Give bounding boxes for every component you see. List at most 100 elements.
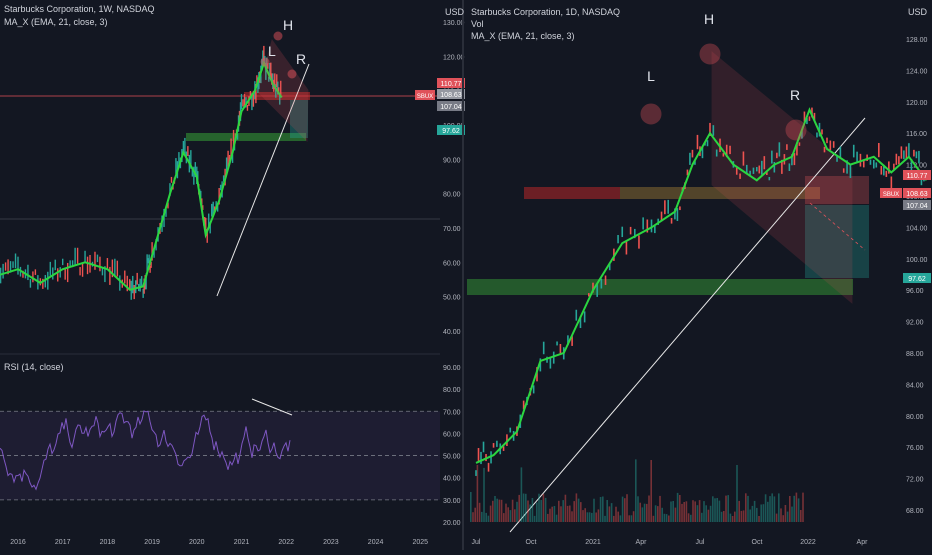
- volume-bar: [764, 494, 767, 522]
- volume-bar: [516, 501, 518, 522]
- right-y-tick-label: 96.00: [906, 288, 924, 295]
- volume-bar: [591, 512, 593, 522]
- volume-bar: [531, 498, 534, 522]
- volume-bar: [749, 509, 751, 522]
- volume-bar: [729, 513, 732, 522]
- volume-bar: [571, 511, 573, 522]
- volume-bar: [564, 494, 567, 522]
- volume-bar: [503, 513, 505, 522]
- volume-label: Vol: [471, 19, 484, 29]
- left-price-badge: [437, 89, 465, 99]
- volume-bar: [668, 515, 670, 522]
- volume-bar: [637, 496, 639, 522]
- volume-bar: [753, 500, 756, 522]
- left-x-tick-label: 2017: [55, 539, 71, 546]
- volume-bar: [795, 492, 798, 522]
- right-x-tick-label: 2022: [800, 539, 816, 546]
- volume-bar: [577, 498, 580, 522]
- volume-bar: [775, 513, 778, 522]
- volume-bar: [511, 499, 514, 522]
- volume-bar: [558, 500, 560, 522]
- volume-bar: [478, 502, 481, 522]
- volume-bar: [522, 493, 525, 522]
- volume-bar: [758, 516, 760, 522]
- left-resistance-zone: [244, 92, 310, 100]
- volume-bar: [496, 498, 498, 522]
- volume-bar: [650, 460, 652, 522]
- right-y-tick-label: 84.00: [906, 382, 924, 389]
- left-x-tick-label: 2020: [189, 539, 205, 546]
- left-x-tick-label: 2016: [10, 539, 26, 546]
- right-stop-zone: [805, 176, 869, 204]
- volume-bar: [514, 509, 516, 522]
- volume-bar: [648, 495, 650, 522]
- right-pattern-marker: [785, 119, 807, 141]
- volume-bar: [690, 514, 692, 522]
- left-price-badge-value: 97.62: [442, 128, 460, 135]
- left-price-badge-value: 110.77: [441, 81, 462, 88]
- left-y-tick-label: 130.00: [443, 20, 465, 27]
- volume-bar: [542, 494, 545, 522]
- right-price-badge: [903, 273, 931, 283]
- volume-bar: [575, 493, 578, 522]
- volume-bar: [665, 514, 668, 522]
- left-price-badge: [437, 101, 465, 111]
- volume-bar: [769, 496, 771, 522]
- right-x-tick-label: Oct: [526, 539, 537, 546]
- volume-bar: [714, 498, 716, 522]
- volume-bar: [485, 512, 487, 522]
- volume-bar: [654, 505, 657, 522]
- volume-bar: [476, 464, 479, 522]
- volume-bar: [670, 501, 672, 522]
- left-indicator-label: MA_X (EMA, 21, close, 3): [4, 17, 108, 27]
- right-support-zone: [467, 279, 853, 295]
- volume-bar: [797, 498, 800, 522]
- volume-bar: [489, 505, 492, 522]
- volume-bar: [778, 493, 780, 522]
- volume-bar: [635, 459, 637, 522]
- left-x-tick-label: 2022: [278, 539, 294, 546]
- volume-bar: [652, 515, 655, 522]
- left-price-badge-value: 108.63: [440, 92, 462, 99]
- volume-bar: [608, 506, 611, 522]
- volume-bar: [720, 511, 723, 522]
- right-y-tick-label: 120.00: [906, 100, 928, 107]
- volume-bar: [621, 496, 624, 522]
- volume-bar: [527, 500, 529, 522]
- volume-bar: [580, 502, 582, 522]
- right-label-r: R: [790, 87, 800, 103]
- volume-bar: [617, 511, 619, 522]
- right-y-tick-label: 104.00: [906, 225, 928, 232]
- volume-bar: [723, 511, 725, 522]
- right-resistance-zone: [524, 187, 820, 199]
- left-price-badge: [437, 125, 465, 135]
- left-target-zone: [290, 100, 308, 138]
- left-y-tick-label: 120.00: [443, 54, 465, 61]
- volume-bar: [681, 503, 683, 522]
- volume-bar: [624, 498, 626, 522]
- volume-bar: [562, 500, 564, 522]
- volume-bar: [632, 511, 635, 522]
- volume-bar: [692, 500, 694, 522]
- volume-bar: [520, 467, 523, 522]
- volume-bar: [767, 501, 769, 522]
- left-ticker-badge-text: SBUX: [417, 94, 433, 100]
- left-x-tick-label: 2021: [234, 539, 250, 546]
- left-y-tick-label: 80.00: [443, 192, 461, 199]
- volume-bar: [538, 493, 540, 522]
- left-y-tick-label: 90.00: [443, 157, 461, 164]
- volume-bar: [630, 515, 633, 522]
- volume-bar: [474, 507, 476, 522]
- volume-bar: [518, 494, 520, 522]
- volume-bar: [536, 502, 538, 522]
- left-chart-title: Starbucks Corporation, 1W, NASDAQ: [4, 4, 155, 14]
- volume-bar: [470, 492, 472, 522]
- left-ema-line: [0, 60, 283, 291]
- volume-bar: [731, 516, 734, 522]
- rsi-y-tick-label: 30.00: [443, 498, 461, 505]
- right-projection-line: [809, 202, 866, 251]
- volume-bar: [606, 500, 608, 522]
- volume-bar: [615, 506, 617, 522]
- left-y-tick-label: 70.00: [443, 226, 461, 233]
